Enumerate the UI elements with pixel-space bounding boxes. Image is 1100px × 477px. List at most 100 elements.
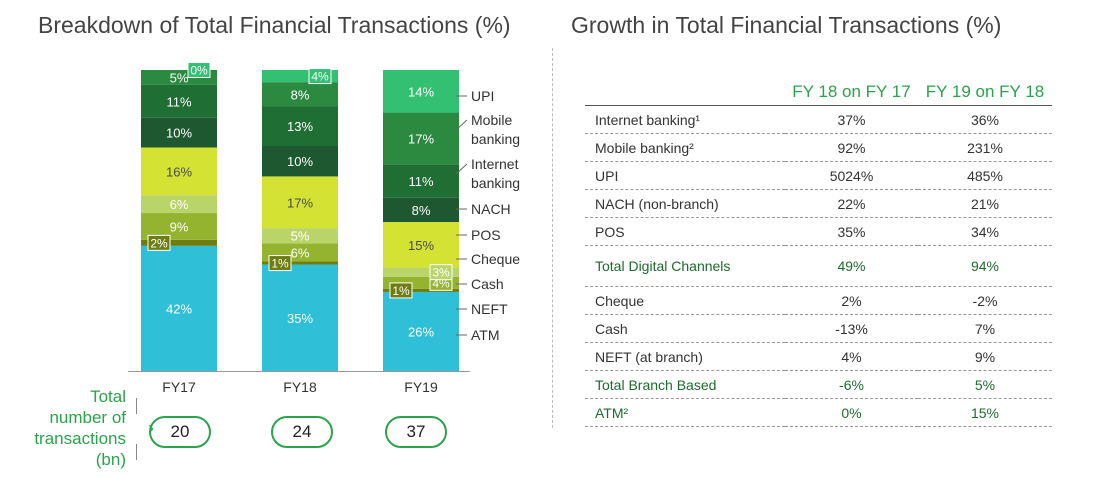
- bar-segment-fy18-1: [262, 261, 338, 265]
- totals-bracket-line: [136, 444, 138, 460]
- row-value-fy19: 7%: [918, 314, 1052, 343]
- table-row: POS 35% 34%: [585, 217, 1052, 246]
- chart-title: Breakdown of Total Financial Transaction…: [38, 12, 511, 38]
- bar-segment-fy18-7: [262, 82, 338, 107]
- data-label: 42%: [166, 301, 192, 316]
- bar-segment-fy19-5: [383, 197, 459, 223]
- bar-segment-fy17-0: [141, 245, 217, 371]
- table-row: Internet banking¹ 37% 36%: [585, 105, 1052, 134]
- header-fy18: FY 18 on FY 17: [792, 82, 911, 101]
- row-value-fy19: 15%: [918, 398, 1052, 427]
- table-row-atm: ATM² 0% 15%: [585, 398, 1052, 427]
- row-label: Internet banking¹: [585, 105, 785, 134]
- row-label: Mobile banking²: [585, 133, 785, 162]
- row-value-fy18: 35%: [785, 217, 918, 246]
- header-fy19: FY 19 on FY 18: [925, 82, 1045, 101]
- legend-entry: NEFT: [471, 301, 508, 317]
- bar-segment-fy18-4: [262, 176, 338, 229]
- row-value-fy19: 485%: [918, 161, 1052, 190]
- row-label: Total Branch Based: [585, 370, 785, 399]
- row-value-fy19: -2%: [918, 286, 1052, 315]
- bar-segment-fy18-6: [262, 106, 338, 147]
- data-label: 3%: [432, 266, 450, 280]
- row-value-fy18: 49%: [785, 245, 918, 287]
- data-label: 6%: [170, 197, 189, 212]
- row-value-fy18: 5024%: [785, 161, 918, 190]
- row-label: ATM²: [585, 398, 785, 427]
- bar-segment-fy19-8: [383, 70, 459, 113]
- data-label: 10%: [287, 154, 313, 169]
- data-label: 4%: [311, 70, 329, 84]
- data-label: 1%: [392, 284, 410, 298]
- table-row: NACH (non-branch) 22% 21%: [585, 189, 1052, 218]
- table-row: UPI 5024% 485%: [585, 161, 1052, 190]
- legend-entry: UPI: [471, 88, 494, 104]
- bar-segment-fy17-6: [141, 84, 217, 118]
- data-label: 16%: [166, 164, 192, 179]
- data-label: 2%: [150, 236, 168, 250]
- row-value-fy19: 36%: [918, 105, 1052, 134]
- data-label: 10%: [166, 126, 192, 141]
- row-value-fy19: 21%: [918, 189, 1052, 218]
- row-value-fy18: 22%: [785, 189, 918, 218]
- data-label-box: [147, 234, 171, 251]
- bar-segment-fy17-3: [141, 195, 217, 214]
- data-label: 5%: [291, 229, 310, 244]
- data-label: 17%: [408, 131, 434, 146]
- row-label: Cash: [585, 314, 785, 343]
- totals-label-line: (bn): [95, 450, 126, 469]
- data-label: 5%: [170, 70, 189, 85]
- bar-segment-fy18-5: [262, 146, 338, 177]
- legend-entry: Cheque: [471, 251, 520, 267]
- header-blank: [585, 76, 785, 106]
- table-row: Mobile banking² 92% 231%: [585, 133, 1052, 162]
- legend-leader: [455, 119, 468, 131]
- table-row: NEFT (at branch) 4% 9%: [585, 342, 1052, 371]
- totals-label-line: number of: [49, 408, 126, 427]
- row-value-fy18: 2%: [785, 286, 918, 315]
- row-value-fy19: 34%: [918, 217, 1052, 246]
- data-label: 26%: [408, 324, 434, 339]
- total-pill-fy18: 24: [271, 416, 333, 448]
- table-row: Cheque 2% -2%: [585, 286, 1052, 315]
- totals-label-line: Total: [90, 387, 126, 406]
- row-label: POS: [585, 217, 785, 246]
- row-label: UPI: [585, 161, 785, 190]
- row-label: Cheque: [585, 286, 785, 315]
- table-row-total-digital: Total Digital Channels 49% 94%: [585, 245, 1052, 287]
- legend-entry: Mobile: [471, 112, 512, 128]
- data-label: 11%: [166, 94, 191, 109]
- table-title: Growth in Total Financial Transactions (…: [571, 12, 1002, 38]
- bar-segment-fy17-5: [141, 117, 217, 148]
- data-label: 14%: [408, 84, 434, 99]
- bar-segment-fy18-3: [262, 228, 338, 244]
- section-divider: [552, 48, 553, 428]
- totals-label-line: transactions: [34, 429, 126, 448]
- data-label: 17%: [287, 195, 313, 210]
- category-label-fy18: FY18: [283, 379, 317, 395]
- bar-segment-fy19-6: [383, 164, 459, 198]
- row-value-fy18: 37%: [785, 105, 918, 134]
- legend-entry: Internet: [471, 156, 519, 172]
- stacked-bar-chart: 42%2%9%6%16%10%11%5% 0%FY1735%1%6%5%17%10…: [128, 62, 520, 395]
- data-label: 8%: [291, 87, 310, 102]
- bar-segment-fy19-4: [383, 222, 459, 268]
- table-row-total-branch: Total Branch Based -6% 5%: [585, 370, 1052, 399]
- category-label-fy17: FY17: [162, 379, 196, 395]
- total-pill-fy19: 37: [385, 416, 447, 448]
- data-label: 15%: [408, 238, 434, 253]
- data-label: 13%: [287, 119, 313, 134]
- row-value-fy18: -6%: [785, 370, 918, 399]
- legend-entry: banking: [471, 131, 520, 147]
- legend-entry: Cash: [471, 276, 504, 292]
- row-label: NACH (non-branch): [585, 189, 785, 218]
- data-label-box: [308, 68, 332, 85]
- row-value-fy19: 5%: [918, 370, 1052, 399]
- data-label: 6%: [291, 245, 310, 260]
- bar-segment-fy17-1: [141, 239, 217, 246]
- row-value-fy18: 92%: [785, 133, 918, 162]
- data-label-box: [268, 255, 292, 272]
- row-label: NEFT (at branch): [585, 342, 785, 371]
- data-label-box: [389, 282, 413, 299]
- table-header-row: FY 18 on FY 17 FY 19 on FY 18: [585, 76, 1052, 106]
